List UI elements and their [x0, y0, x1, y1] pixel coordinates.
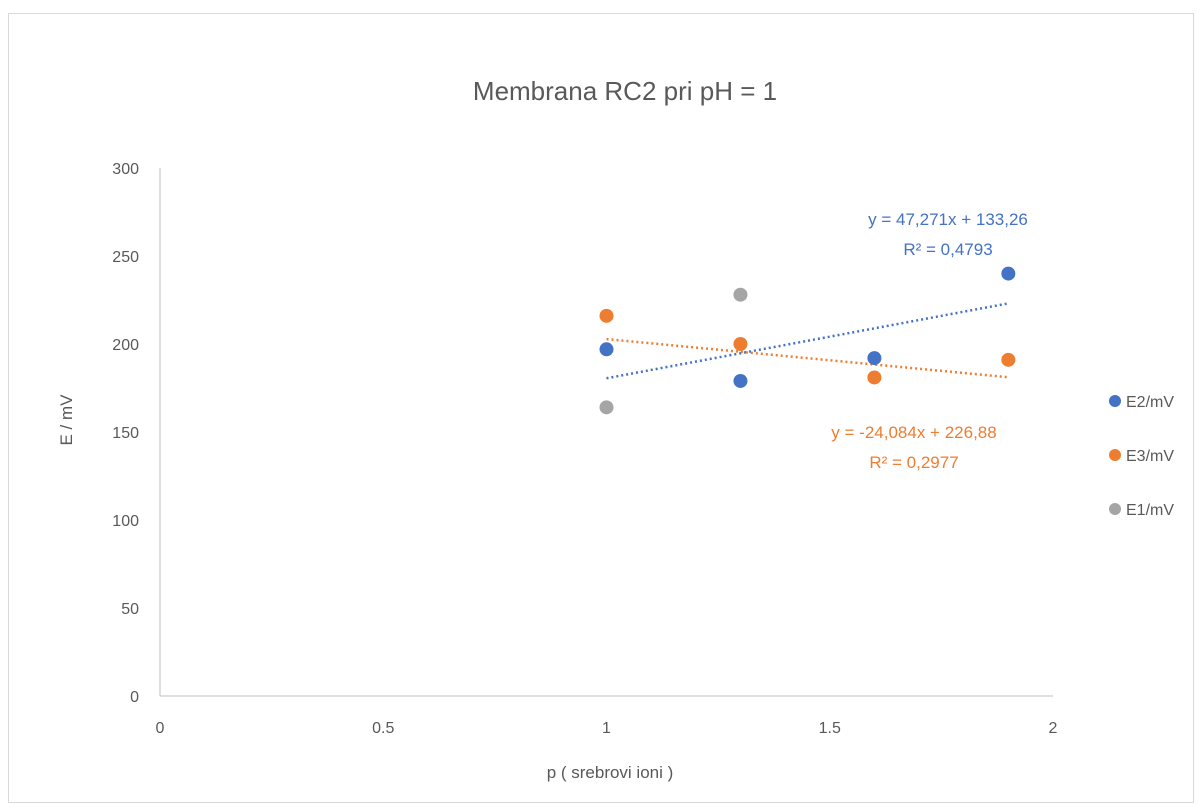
data-point [867, 370, 882, 385]
trendline-equation: y = -24,084x + 226,88 [831, 423, 996, 442]
data-point [1001, 266, 1016, 281]
y-tick-label: 200 [112, 337, 139, 354]
axes: 0 50 100 150 200 250 300 0 0.5 1 1.5 2 [112, 161, 1057, 737]
data-point [733, 373, 748, 388]
x-tick-label: 1 [602, 720, 611, 737]
x-tick-label: 1.5 [819, 720, 841, 737]
chart-title: Membrana RC2 pri pH = 1 [473, 76, 777, 106]
y-axis-title: E / mV [57, 394, 76, 446]
x-tick-label: 0.5 [372, 720, 394, 737]
y-tick-label: 100 [112, 513, 139, 530]
data-point [733, 287, 748, 302]
data-point [1001, 352, 1016, 367]
x-tick-label: 2 [1049, 720, 1058, 737]
legend-label: E1/mV [1126, 502, 1174, 519]
trendline-annotations: y = 47,271x + 133,26 R² = 0,4793 y = -24,0… [831, 210, 1028, 472]
data-point [599, 400, 614, 415]
legend-label: E3/mV [1126, 448, 1174, 465]
data-points [599, 266, 1016, 415]
y-tick-label: 150 [112, 425, 139, 442]
y-tick-label: 50 [121, 601, 139, 618]
y-tick-label: 300 [112, 161, 139, 178]
y-tick-label: 250 [112, 249, 139, 266]
legend: E2/mV E3/mV E1/mV [1109, 394, 1174, 519]
trendline [606, 337, 1009, 379]
legend-marker [1109, 503, 1121, 515]
data-point [599, 308, 614, 323]
legend-marker [1109, 395, 1121, 407]
y-tick-label: 0 [130, 689, 139, 706]
trendline-r2: R² = 0,4793 [903, 240, 992, 259]
data-point [867, 351, 882, 366]
legend-marker [1109, 449, 1121, 461]
trendline-equation: y = 47,271x + 133,26 [868, 210, 1028, 229]
x-tick-label: 0 [156, 720, 165, 737]
trendline [606, 302, 1009, 380]
trendline-r2: R² = 0,2977 [869, 453, 958, 472]
data-point [599, 342, 614, 357]
legend-label: E2/mV [1126, 394, 1174, 411]
x-axis-title: p ( srebrovi ioni ) [547, 763, 674, 782]
trendlines [606, 302, 1009, 380]
data-point [733, 337, 748, 351]
